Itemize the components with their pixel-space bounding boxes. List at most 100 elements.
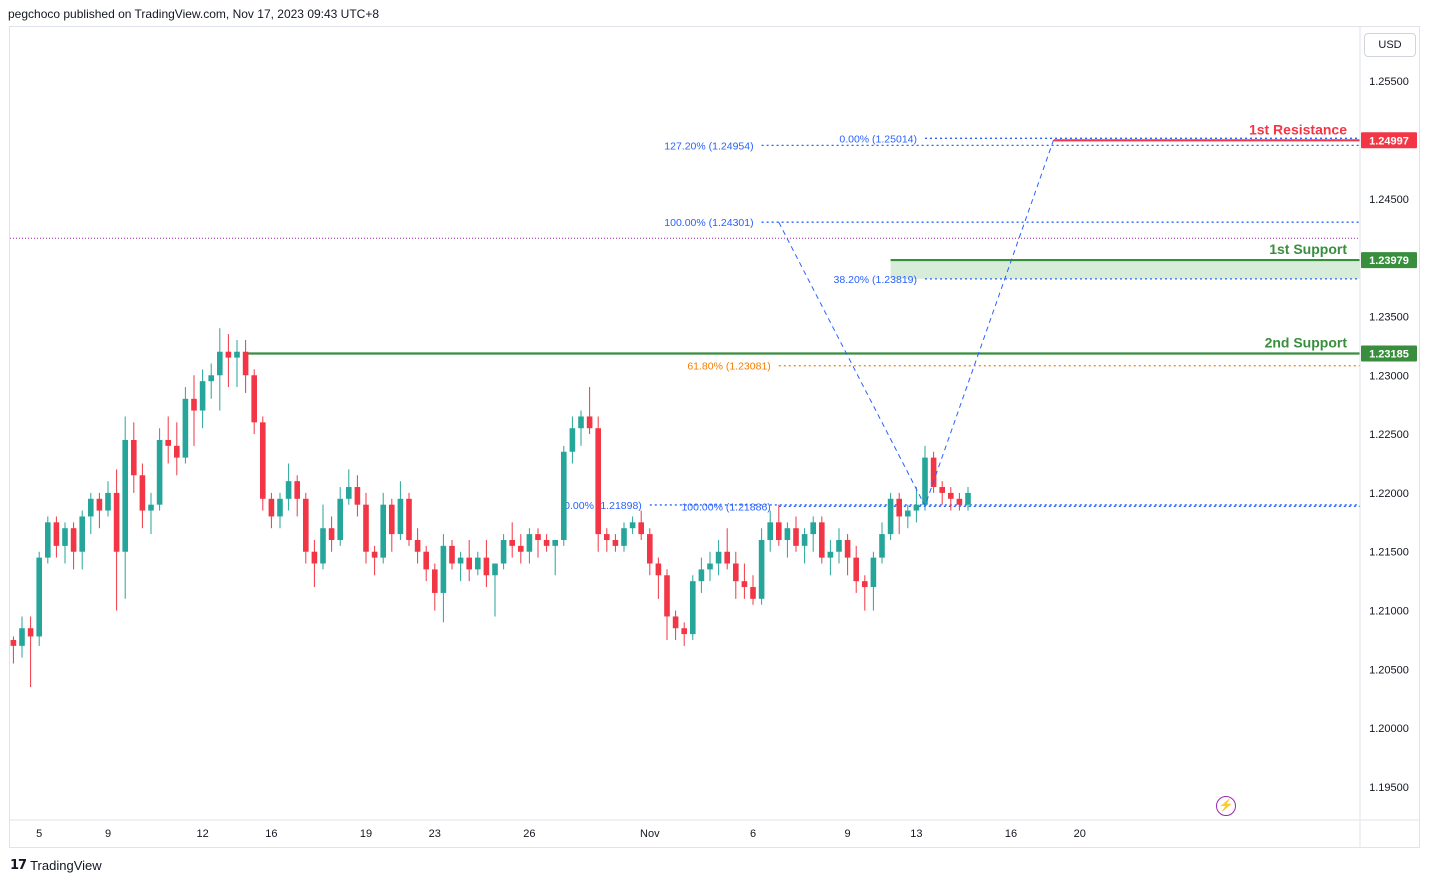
candle-body	[105, 492, 111, 511]
candle-body	[862, 581, 868, 588]
chart-panel[interactable]	[9, 26, 1420, 848]
candle-body	[371, 551, 378, 558]
time-tick-label: 26	[523, 828, 535, 840]
candle-body	[182, 398, 189, 458]
candle-body	[698, 569, 705, 582]
fibonacci-layer: 0.00% (1.25014) 127.20% (1.24954) 100.00% …	[564, 133, 1360, 513]
candle-body	[535, 534, 541, 540]
currency-selector[interactable]: USD	[1364, 33, 1416, 57]
candle-body	[268, 498, 275, 517]
candle-body	[311, 551, 318, 564]
candle-body	[664, 575, 670, 617]
candle-body	[767, 522, 773, 540]
price-tick-label: 1.22500	[1369, 429, 1409, 441]
candle-body	[801, 534, 808, 546]
candle-body	[165, 439, 171, 446]
candle-body	[191, 398, 197, 411]
candle-body	[320, 528, 326, 564]
candle-body	[965, 492, 971, 505]
price-axis[interactable]: 1.25500 1.24500 1.23500 1.23000 1.22500 1.220…	[1359, 27, 1409, 847]
candle-body	[724, 551, 730, 564]
time-tick-label: 20	[1074, 828, 1086, 840]
price-badge	[1361, 345, 1417, 362]
fib-level-label: 0.00% (1.25014)	[839, 133, 917, 145]
zigzag-layer	[778, 138, 1055, 508]
candle-body	[509, 539, 515, 546]
candle-body	[930, 457, 937, 488]
time-tick-label: Nov	[640, 828, 660, 840]
price-badge-label: 1.23185	[1369, 348, 1409, 360]
candle-body	[62, 528, 68, 546]
candle-body	[561, 451, 567, 540]
candle-body	[337, 498, 343, 540]
level-label: 1st Resistance	[1249, 121, 1347, 137]
candle-body	[836, 539, 842, 552]
brand-name: TradingView	[30, 857, 102, 873]
flash-icon[interactable]: ⚡	[1216, 796, 1236, 816]
candle-body	[672, 616, 679, 629]
candle-body	[578, 416, 584, 429]
fib-level-label: 127.20% (1.24954)	[664, 140, 753, 152]
candle-body	[27, 628, 34, 637]
price-tick-label: 1.24500	[1369, 194, 1409, 206]
candle-body	[139, 475, 146, 511]
candle-body	[53, 522, 60, 546]
candle-body	[939, 487, 945, 493]
candle-body	[148, 504, 154, 511]
candle-body	[741, 581, 748, 588]
tradingview-logo-icon: 17	[10, 857, 27, 873]
support-zone-layer	[890, 260, 1360, 279]
candle-body	[870, 557, 877, 588]
candle-body	[277, 498, 283, 517]
candle-body	[10, 639, 17, 646]
candle-body	[79, 516, 85, 552]
candle-body	[475, 557, 481, 570]
candle-body	[681, 628, 687, 635]
candle-body	[750, 587, 756, 599]
candle-body	[621, 528, 627, 546]
candle-body	[569, 428, 576, 452]
candle-body	[242, 351, 249, 376]
candle-body	[758, 539, 765, 599]
price-badge	[1361, 132, 1417, 149]
candle-body	[638, 522, 644, 535]
candle-body	[423, 551, 429, 570]
candle-body	[174, 445, 180, 458]
candle-body	[595, 428, 601, 535]
candle-body	[208, 375, 214, 382]
candle-body	[260, 422, 266, 499]
fib-level-label: 100.00% (1.24301)	[664, 217, 753, 229]
candle-body	[199, 381, 206, 411]
candle-body	[449, 545, 455, 564]
support-zone	[890, 260, 1360, 279]
candle-body	[629, 522, 636, 529]
candle-body	[251, 375, 257, 423]
candle-body	[887, 498, 894, 535]
candle-body	[440, 545, 447, 593]
publish-attribution: pegchoco published on TradingView.com, N…	[8, 7, 380, 21]
candle-body	[948, 492, 954, 499]
price-tick-label: 1.19500	[1369, 782, 1409, 794]
candle-body	[810, 522, 816, 535]
candle-body	[466, 557, 472, 570]
fib-level-label: 0.00% (1.21898)	[564, 500, 642, 512]
candle-body	[543, 539, 550, 546]
candle-body	[612, 539, 619, 546]
candle-body	[784, 528, 791, 540]
fib-level-label: 100.00% (1.21886)	[681, 501, 770, 513]
candle-body	[217, 351, 223, 376]
time-tick-label: 16	[265, 828, 277, 840]
time-axis[interactable]: 5 9 12 16 19 23 26 Nov 6 9 13 16 20	[10, 819, 1420, 840]
candle-body	[19, 628, 25, 646]
candle-body	[354, 487, 361, 505]
footer-brand[interactable]: 17 TradingView	[10, 857, 102, 873]
candle-body	[896, 498, 902, 517]
price-tick-label: 1.21500	[1369, 547, 1409, 559]
fib-level-label: 38.20% (1.23819)	[834, 274, 917, 286]
price-badge-label: 1.24997	[1369, 135, 1409, 147]
candle-body	[776, 522, 782, 540]
candle-body	[234, 351, 240, 358]
candle-body	[380, 504, 386, 558]
candle-body	[819, 522, 825, 558]
